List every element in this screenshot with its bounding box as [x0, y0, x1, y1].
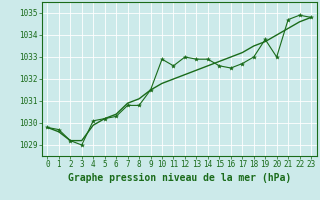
X-axis label: Graphe pression niveau de la mer (hPa): Graphe pression niveau de la mer (hPa)	[68, 173, 291, 183]
